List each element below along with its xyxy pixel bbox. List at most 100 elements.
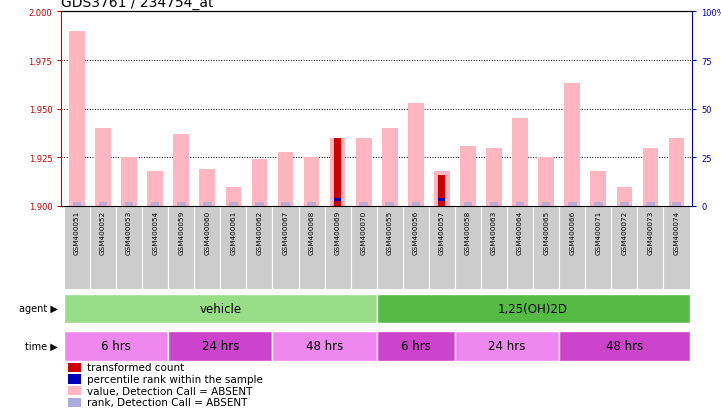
Bar	[95, 129, 111, 206]
Text: GSM400062: GSM400062	[257, 211, 262, 255]
Bar	[142, 206, 168, 289]
Text: GSM400055: GSM400055	[386, 211, 393, 255]
Text: value, Detection Call = ABSENT: value, Detection Call = ABSENT	[87, 386, 252, 396]
Text: GSM400056: GSM400056	[413, 211, 419, 255]
Bar	[438, 199, 446, 202]
Bar	[568, 202, 577, 206]
Bar	[168, 206, 194, 289]
Bar	[304, 158, 319, 206]
Text: rank, Detection Call = ABSENT: rank, Detection Call = ABSENT	[87, 397, 247, 407]
Text: vehicle: vehicle	[199, 302, 242, 315]
Bar	[121, 158, 137, 206]
Bar	[278, 152, 293, 206]
Bar	[455, 206, 481, 289]
Bar	[226, 187, 241, 206]
Bar	[672, 202, 681, 206]
Bar	[434, 171, 450, 206]
Bar	[481, 206, 507, 289]
Text: GSM400051: GSM400051	[74, 211, 80, 255]
Bar	[490, 202, 498, 206]
Bar	[464, 202, 472, 206]
Bar	[177, 202, 185, 206]
Bar	[273, 331, 376, 361]
Bar	[412, 202, 420, 206]
Bar	[90, 206, 116, 289]
Bar	[64, 331, 168, 361]
Text: GSM400067: GSM400067	[283, 211, 288, 255]
Bar	[99, 202, 107, 206]
Text: GSM400053: GSM400053	[126, 211, 132, 255]
Bar	[438, 176, 446, 206]
Text: GSM400061: GSM400061	[230, 211, 236, 255]
Bar	[69, 32, 85, 206]
Text: GSM400074: GSM400074	[673, 211, 679, 255]
Bar	[403, 206, 429, 289]
Bar	[611, 206, 637, 289]
Bar	[168, 331, 273, 361]
Text: GSM400059: GSM400059	[178, 211, 184, 255]
Bar	[438, 202, 446, 206]
Text: 48 hrs: 48 hrs	[306, 339, 343, 352]
Bar	[252, 160, 267, 206]
Bar	[616, 187, 632, 206]
Bar	[350, 206, 376, 289]
Text: GSM400070: GSM400070	[360, 211, 367, 255]
Bar	[516, 202, 524, 206]
Bar	[324, 206, 350, 289]
Text: GSM400054: GSM400054	[152, 211, 158, 255]
Bar	[486, 148, 502, 206]
Text: GSM400066: GSM400066	[570, 211, 575, 255]
Bar	[255, 202, 264, 206]
Text: 24 hrs: 24 hrs	[488, 339, 526, 352]
Bar	[559, 331, 689, 361]
Bar	[194, 206, 221, 289]
Text: GSM400073: GSM400073	[647, 211, 653, 255]
Bar	[203, 202, 211, 206]
Text: 1,25(OH)2D: 1,25(OH)2D	[498, 302, 568, 315]
Text: GSM400068: GSM400068	[309, 211, 314, 255]
Bar	[513, 119, 528, 206]
Bar	[542, 202, 550, 206]
Bar	[356, 138, 371, 206]
Bar	[590, 171, 606, 206]
Bar	[64, 294, 376, 324]
Text: 48 hrs: 48 hrs	[606, 339, 643, 352]
Bar	[64, 206, 90, 289]
Bar	[429, 206, 455, 289]
Bar	[646, 202, 655, 206]
Bar	[376, 294, 689, 324]
Text: GSM400072: GSM400072	[622, 211, 627, 255]
Bar	[637, 206, 663, 289]
Bar	[151, 202, 159, 206]
Bar	[539, 158, 554, 206]
Bar	[298, 206, 324, 289]
Bar	[376, 331, 455, 361]
Text: GSM400064: GSM400064	[517, 211, 523, 255]
Bar	[376, 206, 403, 289]
Bar	[333, 202, 342, 206]
Bar	[116, 206, 142, 289]
Bar	[382, 129, 397, 206]
Bar	[565, 84, 580, 206]
Bar	[247, 206, 273, 289]
Text: GSM400071: GSM400071	[596, 211, 601, 255]
Bar	[334, 199, 341, 202]
Bar	[642, 148, 658, 206]
Bar	[200, 170, 215, 206]
Bar	[533, 206, 559, 289]
Bar	[307, 202, 316, 206]
Bar	[334, 138, 341, 206]
Bar	[281, 202, 290, 206]
Bar	[173, 135, 189, 206]
Text: GSM400069: GSM400069	[335, 211, 340, 255]
Bar	[221, 206, 247, 289]
Text: 6 hrs: 6 hrs	[401, 339, 430, 352]
Bar	[329, 138, 345, 206]
Bar	[668, 138, 684, 206]
Text: 24 hrs: 24 hrs	[202, 339, 239, 352]
Text: GSM400058: GSM400058	[465, 211, 471, 255]
Bar	[73, 202, 81, 206]
Text: percentile rank within the sample: percentile rank within the sample	[87, 374, 262, 384]
Bar	[125, 202, 133, 206]
Bar	[455, 331, 559, 361]
